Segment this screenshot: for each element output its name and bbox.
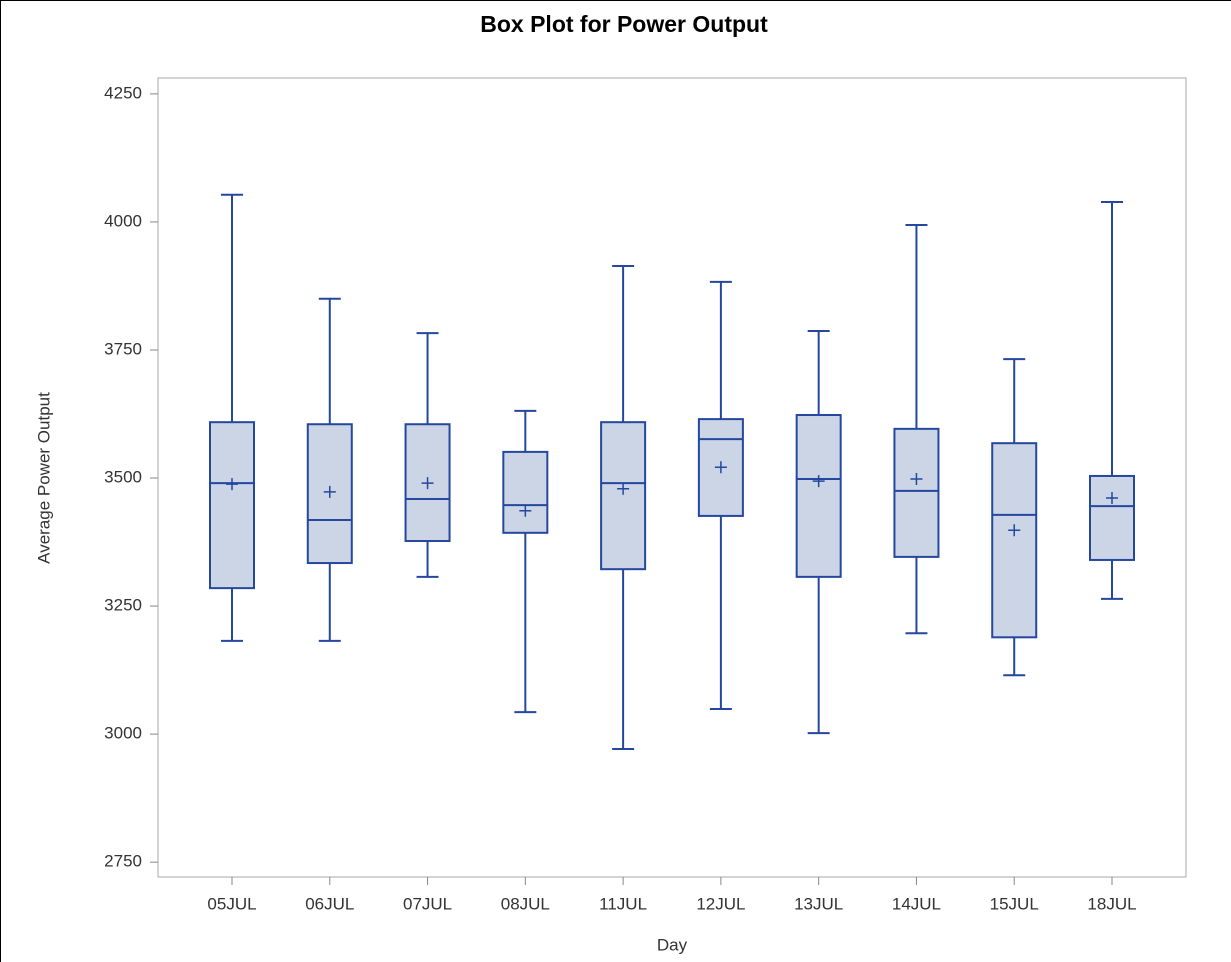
x-axis-label: Day — [657, 935, 688, 954]
x-tick-label: 06JUL — [305, 894, 354, 913]
y-tick-label: 4250 — [104, 83, 142, 102]
mean-marker — [226, 478, 238, 491]
x-tick-label: 07JUL — [403, 894, 452, 913]
mean-marker — [812, 475, 825, 488]
y-tick-label: 3750 — [104, 339, 142, 358]
x-tick-label: 11JUL — [599, 894, 647, 913]
box — [209, 421, 255, 590]
box — [991, 442, 1038, 639]
mean-marker — [323, 485, 336, 498]
x-tick-label: 12JUL — [696, 894, 745, 913]
x-tick-label: 13JUL — [794, 894, 843, 913]
mean-marker — [1106, 491, 1118, 504]
y-tick-label: 3500 — [104, 467, 142, 486]
x-tick-label: 14JUL — [892, 894, 941, 913]
box — [1089, 474, 1135, 561]
y-axis-label: Average Power Output — [34, 392, 53, 564]
mean-marker — [714, 461, 727, 474]
box — [795, 414, 842, 578]
y-tick-label: 2750 — [104, 852, 142, 871]
y-tick-label: 4000 — [104, 211, 142, 230]
x-tick-label: 08JUL — [501, 894, 550, 913]
box — [893, 427, 940, 558]
y-tick-label: 3250 — [104, 596, 142, 615]
mean-marker — [1008, 524, 1021, 537]
mean-marker — [519, 504, 532, 517]
plot-area — [157, 77, 1187, 878]
x-tick-label: 05JUL — [207, 894, 256, 913]
box — [600, 421, 647, 571]
x-tick-label: 15JUL — [990, 894, 1039, 913]
box — [502, 450, 549, 534]
chart-title: Box Plot for Power Output — [480, 11, 768, 37]
mean-marker — [910, 473, 923, 486]
x-tick-label: 18JUL — [1087, 894, 1136, 913]
y-tick-label: 3000 — [104, 724, 142, 743]
mean-marker — [421, 477, 434, 490]
mean-marker — [617, 482, 630, 495]
